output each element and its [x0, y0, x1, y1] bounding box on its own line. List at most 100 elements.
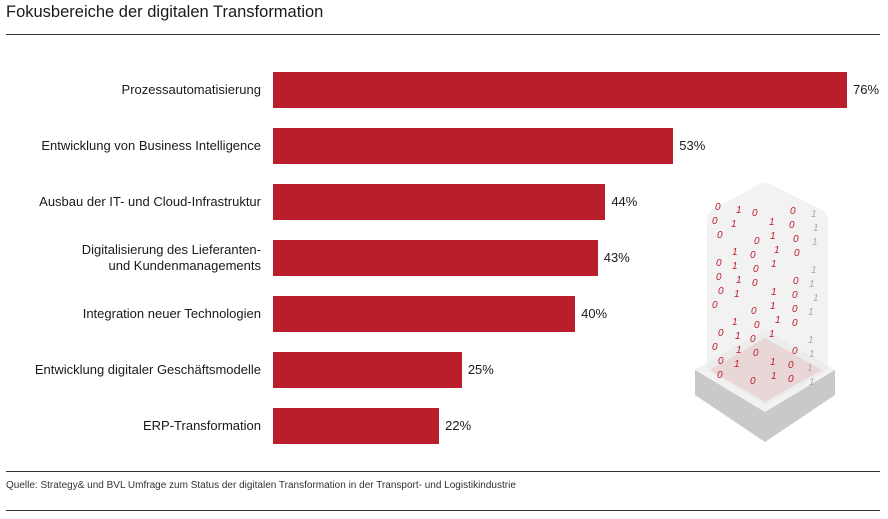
binary-digit: 0: [788, 374, 794, 385]
binary-digit: 1: [735, 331, 741, 342]
value-label: 25%: [467, 362, 494, 377]
category-label: ERP-Transformation: [143, 418, 261, 434]
bar: [273, 296, 576, 332]
binary-digit: 0: [789, 220, 795, 231]
category-label: Prozessautomatisierung: [122, 82, 261, 98]
category-label: Integration neuer Technologien: [83, 306, 261, 322]
category-label-line: ERP-Transformation: [143, 418, 261, 433]
value-label: 76%: [853, 82, 880, 97]
binary-data-tower-illustration: 0 1 0 0 10 1 1 0 100 1 0 11 0 1 00 1 0 110 1 0 0 10 1 1 0 100 1 0 11…: [695, 182, 835, 442]
binary-digit: 1: [771, 371, 777, 382]
binary-digit: 1: [775, 315, 781, 326]
top-divider: [6, 34, 880, 35]
binary-digits: 0 1 0 0 10 1 1 0 100 1 0 11 0 1 00 1 0 110 1 0 0 10 1 1 0 100 1 0 11…: [712, 202, 819, 388]
binary-digit: 1: [731, 219, 737, 230]
bar: [273, 184, 606, 220]
bar: [273, 352, 462, 388]
binary-digit: 0: [754, 236, 760, 247]
value-label: 53%: [679, 138, 706, 153]
binary-digit: 0: [718, 286, 724, 297]
binary-digit: 0: [790, 206, 796, 217]
chart-title: Fokusbereiche der digitalen Transformati…: [6, 3, 324, 21]
binary-digit: 0: [715, 202, 721, 213]
binary-digit: 1: [732, 261, 738, 272]
binary-digit: 0: [788, 360, 794, 371]
binary-digit: 0: [792, 318, 798, 329]
binary-digit: 0: [716, 258, 722, 269]
binary-digit: 0: [793, 234, 799, 245]
category-label-line: Digitalisierung des Lieferanten-: [81, 242, 261, 257]
bar: [273, 240, 598, 276]
category-label-line: und Kundenmanagements: [108, 258, 261, 273]
binary-digit: 1: [732, 317, 738, 328]
binary-digit: 1: [736, 345, 742, 356]
binary-digit: 1: [808, 307, 814, 318]
binary-digit: 1: [736, 205, 742, 216]
binary-digit: 0: [712, 216, 718, 227]
binary-digit: 0: [718, 356, 724, 367]
category-label: Digitalisierung des Lieferanten-und Kund…: [82, 242, 261, 274]
binary-digit: 0: [753, 348, 759, 359]
category-label: Entwicklung digitaler Geschäftsmodelle: [35, 362, 261, 378]
binary-digit: 0: [718, 328, 724, 339]
binary-digit: 0: [712, 300, 718, 311]
binary-digit: 1: [736, 275, 742, 286]
binary-digit: 1: [813, 293, 819, 304]
bar: [273, 408, 440, 444]
binary-digit: 1: [809, 377, 815, 388]
binary-digit: 0: [750, 334, 756, 345]
binary-digit: 1: [809, 279, 815, 290]
binary-digit: 1: [770, 231, 776, 242]
binary-digit: 1: [808, 335, 814, 346]
category-label-line: Prozessautomatisierung: [121, 82, 261, 97]
binary-digit: 0: [717, 370, 723, 381]
value-label: 43%: [603, 250, 630, 265]
binary-digit: 0: [794, 248, 800, 259]
binary-digit: 0: [792, 346, 798, 357]
binary-digit: 1: [813, 223, 819, 234]
bar: [273, 72, 847, 108]
binary-digit: 1: [807, 363, 813, 374]
binary-digit: 1: [770, 301, 776, 312]
binary-digit: 0: [793, 276, 799, 287]
binary-digit: 1: [774, 245, 780, 256]
binary-digit: 1: [732, 247, 738, 258]
binary-digit: 1: [770, 357, 776, 368]
binary-digit: 1: [812, 237, 818, 248]
binary-digit: 1: [771, 287, 777, 298]
binary-digit: 1: [734, 359, 740, 370]
binary-digit: 0: [712, 342, 718, 353]
binary-digit: 0: [752, 208, 758, 219]
binary-digit: 0: [751, 306, 757, 317]
binary-digit: 1: [811, 209, 817, 220]
binary-digit: 0: [717, 230, 723, 241]
bar: [273, 128, 674, 164]
category-label-line: Ausbau der IT- und Cloud-Infrastruktur: [39, 194, 261, 209]
category-label: Entwicklung von Business Intelligence: [41, 138, 261, 154]
source-note: Quelle: Strategy& und BVL Umfrage zum St…: [6, 480, 516, 491]
binary-digit: 0: [792, 304, 798, 315]
bottom-divider: [6, 471, 880, 472]
category-label: Ausbau der IT- und Cloud-Infrastruktur: [39, 194, 261, 210]
category-label-line: Entwicklung von Business Intelligence: [41, 138, 261, 153]
binary-digit: 0: [716, 272, 722, 283]
value-label: 44%: [611, 194, 638, 209]
binary-digit: 0: [792, 290, 798, 301]
binary-digit: 0: [752, 278, 758, 289]
binary-digit: 1: [734, 289, 740, 300]
binary-digit: 0: [750, 250, 756, 261]
value-label: 22%: [445, 418, 472, 433]
binary-digit: 0: [750, 376, 756, 387]
binary-digit: 0: [753, 264, 759, 275]
footer-divider: [6, 510, 880, 511]
binary-digit: 1: [769, 217, 775, 228]
binary-digit: 1: [771, 259, 777, 270]
category-label-line: Entwicklung digitaler Geschäftsmodelle: [34, 362, 261, 377]
binary-digit: 1: [769, 329, 775, 340]
category-label-line: Integration neuer Technologien: [82, 306, 261, 321]
binary-digit: 1: [811, 265, 817, 276]
binary-digit: 0: [754, 320, 760, 331]
binary-digit: 1: [809, 349, 815, 360]
value-label: 40%: [581, 306, 608, 321]
